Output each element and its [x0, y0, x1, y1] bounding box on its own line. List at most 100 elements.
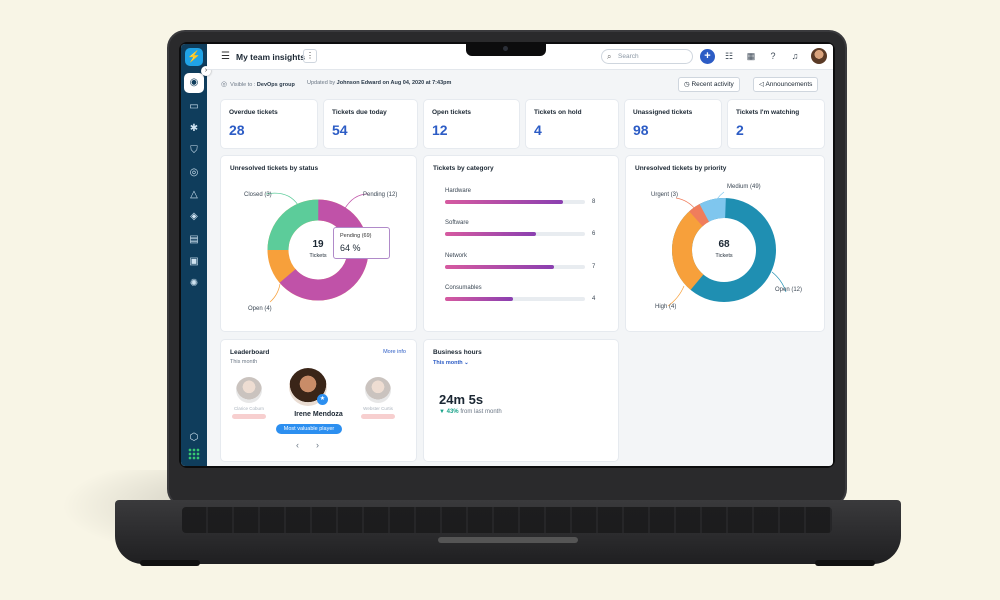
stat-card-due-today[interactable]: Tickets due today 54: [324, 100, 417, 148]
leaderboard-name: Webster Curtis: [363, 406, 393, 411]
leader-line: [269, 283, 281, 303]
recent-activity-button[interactable]: ◷ Recent activity: [678, 77, 740, 92]
calendar-icon[interactable]: ▦: [746, 51, 756, 61]
avatar[interactable]: [236, 377, 262, 403]
leader-line: [771, 271, 787, 293]
chevron-right-icon[interactable]: ›: [316, 440, 319, 450]
category-value: 4: [592, 296, 596, 302]
star-badge-icon: ★: [317, 394, 328, 405]
updated-prefix: Updated by: [307, 80, 336, 86]
label-medium: Medium (49): [727, 184, 761, 190]
stat-value: 98: [633, 122, 649, 138]
donut-segment-closed[interactable]: [267, 199, 369, 301]
donut-center-value: 19: [312, 239, 324, 250]
chevron-down-icon: ⌄: [464, 360, 469, 366]
hamburger-icon[interactable]: ☰: [221, 51, 230, 62]
updated-info: Updated by Johnson Edward on Aug 04, 202…: [307, 80, 451, 86]
mvp-badge: Most valuable player: [276, 424, 342, 434]
category-bar-network[interactable]: [445, 265, 554, 269]
tooltip-title: Pending (69): [340, 233, 372, 239]
visibility-info: ◎ Visible to : DevOps group: [221, 80, 295, 88]
ticket-icon[interactable]: ▭: [189, 101, 199, 112]
leader-line: [675, 197, 697, 211]
card-title: Leaderboard: [230, 349, 270, 356]
shield-icon[interactable]: ⛉: [190, 145, 198, 156]
player-name: Irene Mendoza: [294, 411, 343, 418]
inbox-icon[interactable]: ▤: [189, 234, 199, 245]
bell-icon[interactable]: ♫: [791, 51, 799, 61]
avatar[interactable]: [811, 48, 827, 64]
card-title: Business hours: [433, 349, 482, 356]
chevron-left-icon[interactable]: ‹: [296, 440, 299, 450]
category-bar-consumables[interactable]: [445, 297, 513, 301]
period-dropdown[interactable]: This month ⌄: [433, 360, 469, 366]
label-open: Open (12): [775, 287, 803, 293]
stat-label: Tickets due today: [332, 109, 387, 116]
cube-icon[interactable]: ⬡: [189, 432, 199, 443]
page-title: My team insights: [236, 52, 305, 62]
category-label: Hardware: [445, 188, 472, 194]
stat-label: Open tickets: [432, 109, 472, 116]
camera-icon: [503, 46, 508, 51]
checklist-icon[interactable]: ☷: [724, 51, 734, 61]
status-card: Unresolved tickets by status Closed (3) …: [221, 156, 416, 331]
category-bar-track: [445, 200, 585, 204]
stat-card-unassigned[interactable]: Unassigned tickets 98: [625, 100, 721, 148]
card-title: Tickets by category: [433, 165, 494, 172]
search-placeholder: Search: [618, 53, 639, 60]
category-bar-track: [445, 297, 585, 301]
alert-icon[interactable]: △: [190, 189, 198, 200]
category-label: Software: [445, 220, 469, 226]
chevron-right-icon[interactable]: ›: [201, 66, 211, 76]
megaphone-icon: ◁: [759, 81, 766, 88]
category-bar-software[interactable]: [445, 232, 536, 236]
score-pill: [361, 414, 395, 419]
delta-info: ▼ 43% from last month: [439, 409, 502, 415]
donut-center-value: 68: [718, 239, 730, 250]
leader-line: [265, 192, 299, 206]
settings-icon[interactable]: ✺: [189, 278, 199, 289]
avatar[interactable]: [365, 377, 391, 403]
eye-icon: ◎: [221, 81, 228, 88]
business-hours-value: 24m 5s: [439, 392, 484, 407]
laptop-hinge-notch: [438, 537, 578, 543]
score-pill: [232, 414, 266, 419]
clock-icon: ◷: [684, 81, 692, 88]
stat-card-overdue[interactable]: Overdue tickets 28: [221, 100, 317, 148]
stat-value: 4: [534, 122, 542, 138]
logo-icon[interactable]: ⚡: [185, 48, 203, 66]
report-icon[interactable]: ▣: [189, 256, 199, 267]
laptop-keyboard: [182, 507, 832, 533]
category-value: 7: [592, 264, 596, 270]
announcements-button[interactable]: ◁ Announcements: [753, 77, 819, 92]
more-info-link[interactable]: More info: [383, 349, 406, 355]
leaderboard-card: Leaderboard More info This month ★ Clari…: [221, 340, 416, 461]
stat-card-watching[interactable]: Tickets I'm watching 2: [728, 100, 824, 148]
category-bar-hardware[interactable]: [445, 200, 563, 204]
bug-icon[interactable]: ✱: [189, 123, 199, 134]
category-bar-track: [445, 232, 585, 236]
search-input[interactable]: ⌕ Search: [601, 49, 693, 64]
leader-line: [343, 193, 369, 211]
recent-activity-label: Recent activity: [691, 81, 734, 88]
stat-card-on-hold[interactable]: Tickets on hold 4: [526, 100, 618, 148]
more-options-button[interactable]: ⋮: [303, 49, 317, 63]
label-high: High (4): [655, 304, 677, 310]
layers-icon[interactable]: ◈: [190, 211, 198, 222]
category-label: Consumables: [445, 285, 482, 291]
stat-card-open[interactable]: Open tickets 12: [424, 100, 519, 148]
apps-icon[interactable]: [188, 448, 200, 460]
help-icon[interactable]: ?: [770, 51, 776, 61]
add-button[interactable]: +: [700, 49, 715, 64]
down-arrow-icon: ▼: [439, 409, 445, 415]
stat-value: 54: [332, 122, 348, 138]
category-value: 8: [592, 199, 596, 205]
asset-icon[interactable]: ◎: [189, 167, 199, 178]
search-icon: ⌕: [607, 52, 612, 61]
stat-label: Tickets on hold: [534, 109, 582, 116]
dashboard-icon[interactable]: ◉: [184, 73, 204, 93]
updated-value: Johnson Edward on Aug 04, 2020 at 7:43pm: [336, 80, 452, 86]
priority-card: Unresolved tickets by priority Urgent (3…: [626, 156, 824, 331]
label-open: Open (4): [248, 306, 272, 312]
stat-label: Overdue tickets: [229, 109, 278, 116]
